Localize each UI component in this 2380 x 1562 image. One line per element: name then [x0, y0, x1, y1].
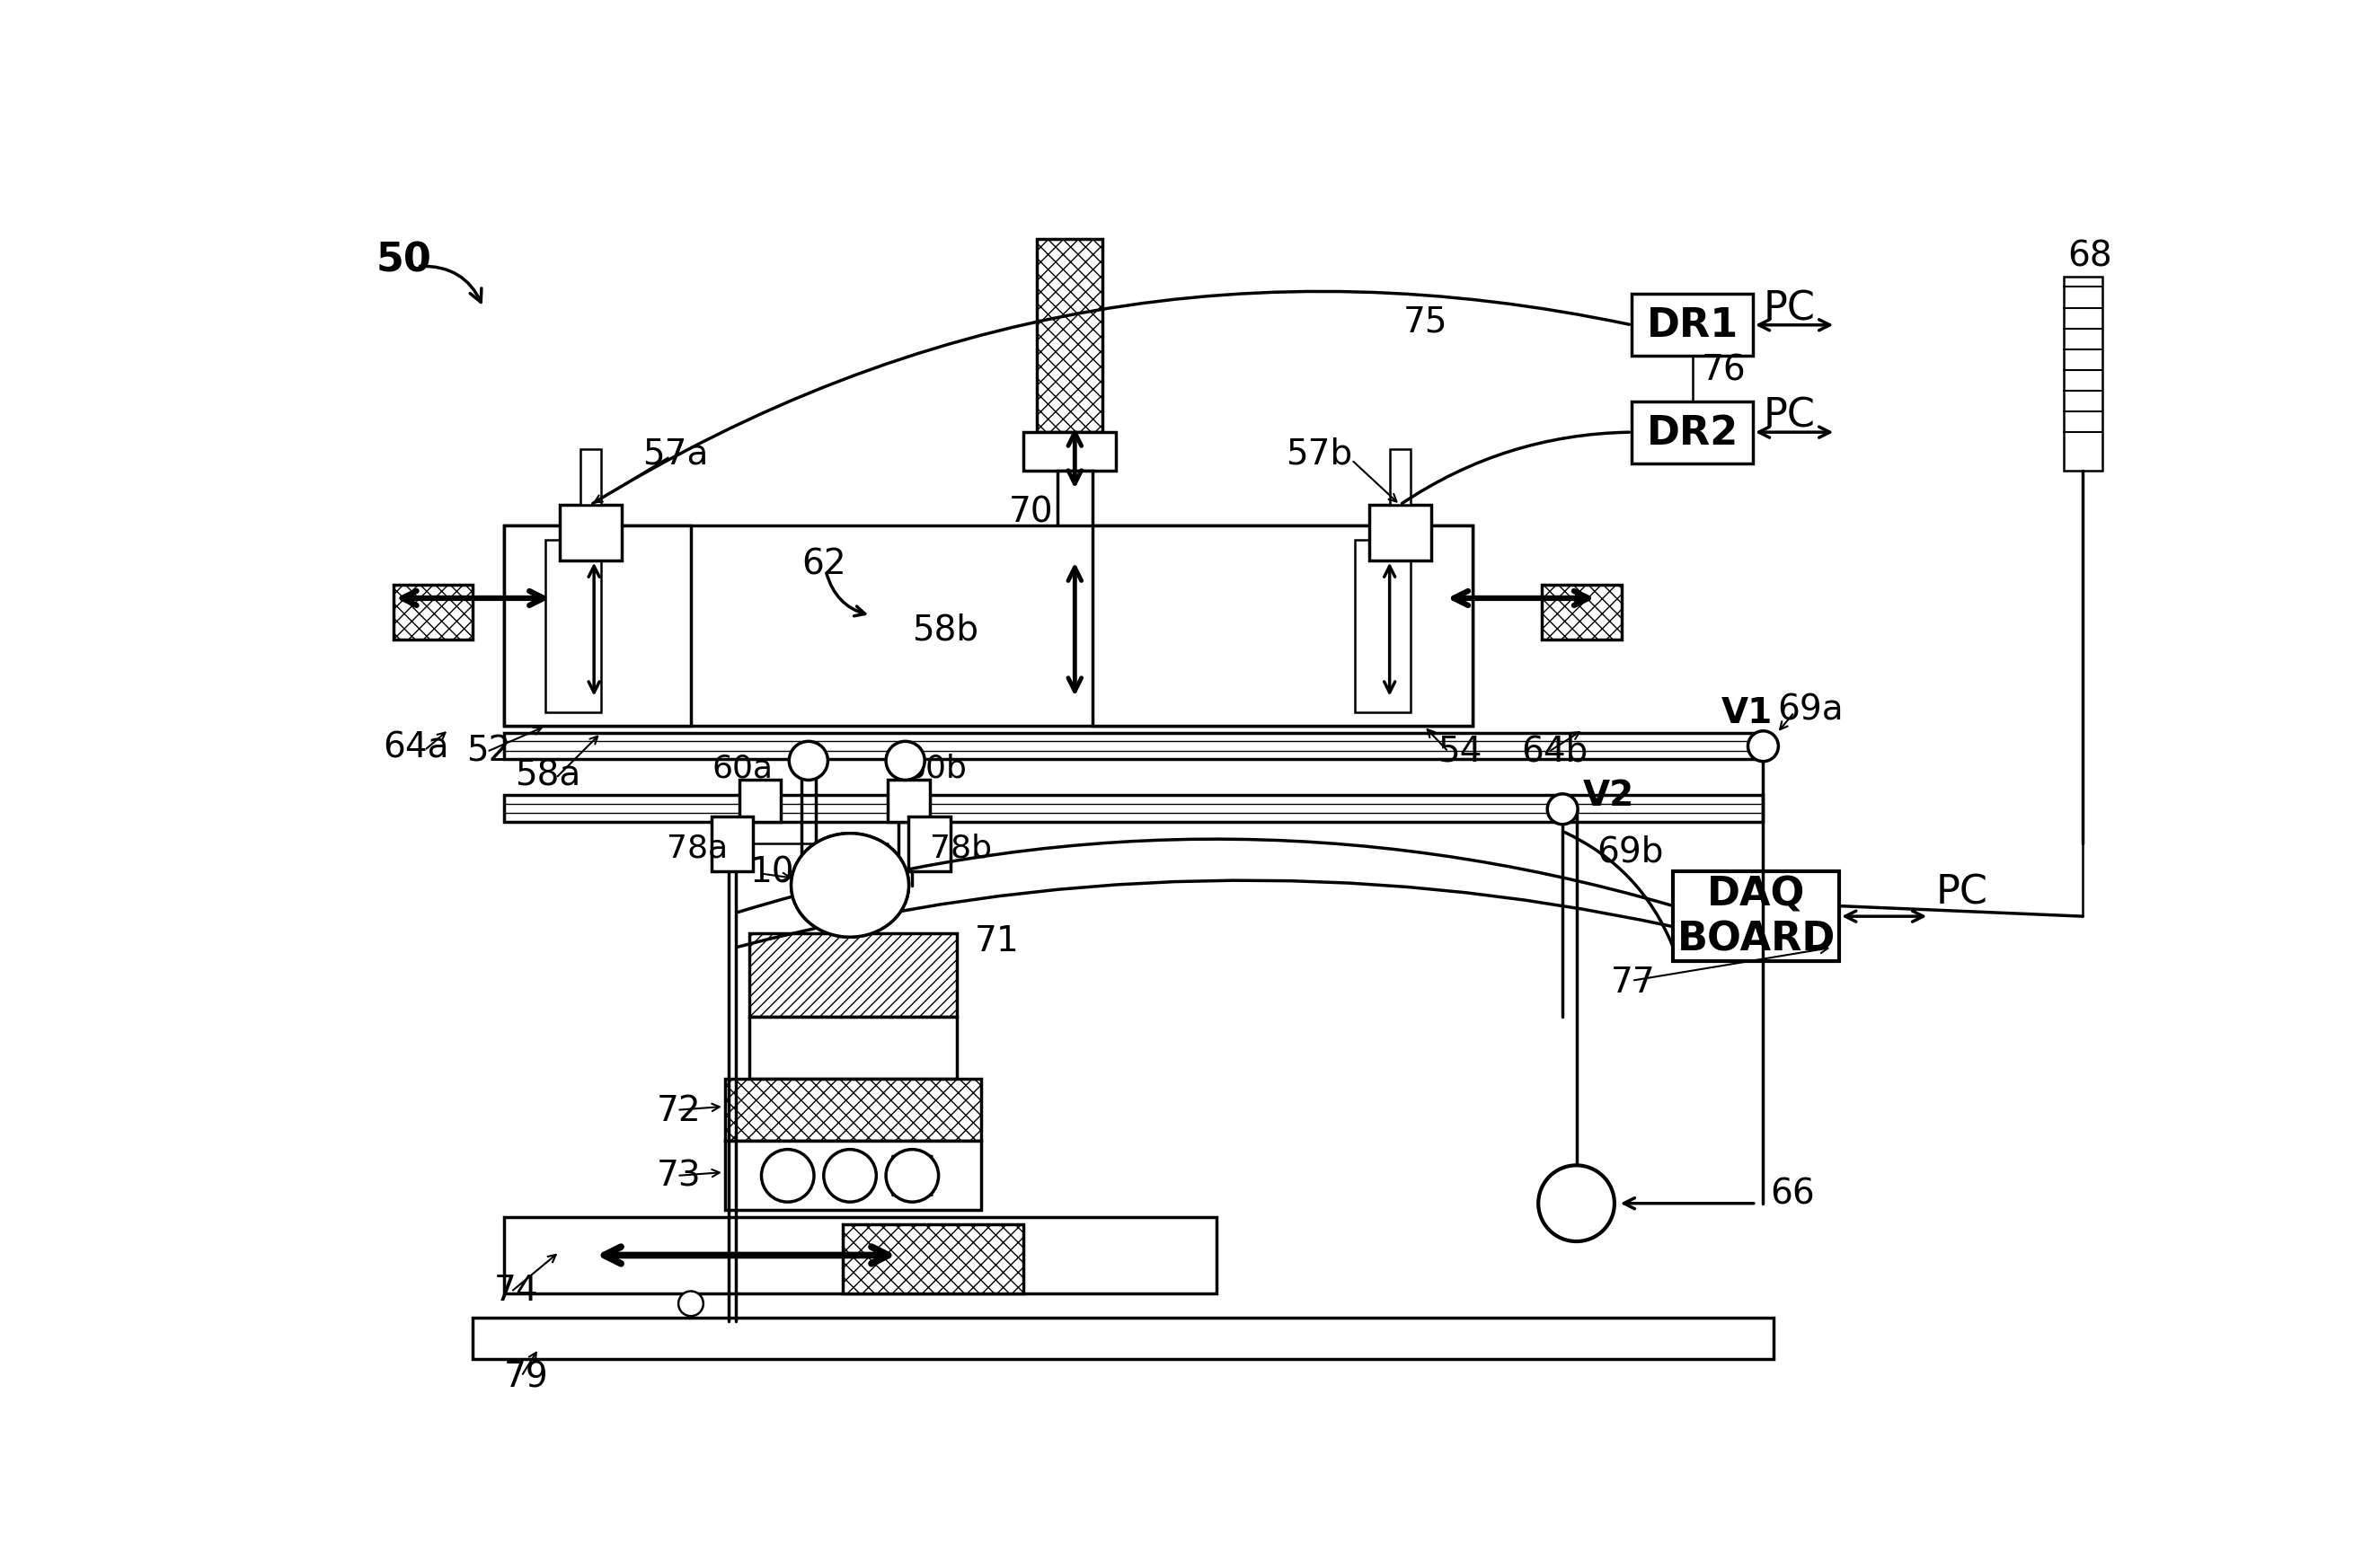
Bar — [888, 781, 931, 822]
Bar — [545, 540, 600, 712]
Ellipse shape — [790, 834, 909, 937]
Text: 79: 79 — [505, 1359, 550, 1393]
Text: 74: 74 — [493, 1273, 538, 1307]
Text: 64a: 64a — [383, 731, 450, 764]
Bar — [559, 506, 621, 561]
Circle shape — [1537, 1165, 1614, 1242]
Text: 75: 75 — [1404, 305, 1447, 339]
Text: 52: 52 — [466, 734, 509, 769]
Bar — [1368, 506, 1430, 561]
Text: DR1: DR1 — [1647, 306, 1737, 345]
Bar — [505, 795, 1764, 822]
Bar — [712, 817, 752, 872]
Bar — [505, 526, 1473, 726]
Text: 54: 54 — [1438, 734, 1483, 769]
Bar — [1673, 872, 1840, 962]
Text: 78b: 78b — [931, 833, 992, 862]
Bar — [1057, 470, 1092, 561]
Circle shape — [762, 1150, 814, 1203]
Bar — [726, 1142, 981, 1211]
Text: 58b: 58b — [912, 612, 978, 647]
Circle shape — [1747, 731, 1778, 762]
Text: DAQ
BOARD: DAQ BOARD — [1678, 875, 1835, 959]
Text: 50: 50 — [376, 241, 431, 280]
Bar — [474, 1318, 1773, 1359]
Circle shape — [790, 742, 828, 781]
Ellipse shape — [790, 834, 909, 937]
Bar — [2063, 278, 2102, 470]
Text: DR2: DR2 — [1647, 414, 1737, 451]
Text: 69a: 69a — [1778, 692, 1842, 726]
Bar — [740, 781, 781, 822]
Bar — [909, 817, 950, 872]
Bar — [726, 1079, 981, 1142]
Bar — [393, 584, 474, 640]
Text: 78a: 78a — [666, 833, 728, 862]
Bar — [1633, 295, 1752, 356]
Text: PC: PC — [1764, 289, 1816, 328]
Text: 70: 70 — [1009, 495, 1054, 530]
Circle shape — [1547, 795, 1578, 825]
Bar — [1354, 540, 1411, 712]
Bar — [505, 734, 1764, 759]
Bar — [1390, 450, 1411, 506]
Bar — [1633, 401, 1752, 464]
Bar — [505, 526, 690, 726]
Bar — [750, 1017, 957, 1079]
Text: 60a: 60a — [712, 753, 774, 783]
Circle shape — [823, 1150, 876, 1203]
Text: 69b: 69b — [1597, 834, 1664, 868]
Text: 76: 76 — [1702, 353, 1747, 387]
Circle shape — [885, 1150, 938, 1203]
Bar — [1038, 239, 1102, 433]
Text: 60b: 60b — [904, 753, 966, 783]
Text: PC: PC — [1935, 873, 1987, 912]
Text: 73: 73 — [657, 1159, 700, 1193]
Text: P: P — [1561, 1184, 1592, 1223]
Circle shape — [678, 1292, 704, 1317]
Text: 72: 72 — [657, 1093, 700, 1128]
Text: PC: PC — [1764, 397, 1816, 434]
Text: V2: V2 — [1583, 779, 1635, 812]
Bar — [750, 934, 957, 1017]
Bar — [1542, 584, 1621, 640]
Text: 57b: 57b — [1285, 436, 1352, 470]
Circle shape — [885, 742, 926, 781]
Text: 64b: 64b — [1521, 734, 1587, 769]
Text: 71: 71 — [973, 923, 1019, 958]
Text: 58a: 58a — [514, 758, 581, 792]
Text: 62: 62 — [802, 547, 847, 581]
Bar — [505, 1217, 1216, 1293]
Bar — [1092, 526, 1473, 726]
Bar — [581, 450, 600, 506]
Bar — [843, 1225, 1023, 1293]
Text: 57a: 57a — [643, 436, 709, 470]
Text: V1: V1 — [1721, 695, 1773, 729]
Text: 66: 66 — [1771, 1176, 1816, 1211]
Text: 100: 100 — [750, 854, 816, 889]
Text: 68: 68 — [2068, 239, 2111, 273]
Text: 77: 77 — [1611, 965, 1656, 1000]
Bar — [1023, 433, 1116, 470]
